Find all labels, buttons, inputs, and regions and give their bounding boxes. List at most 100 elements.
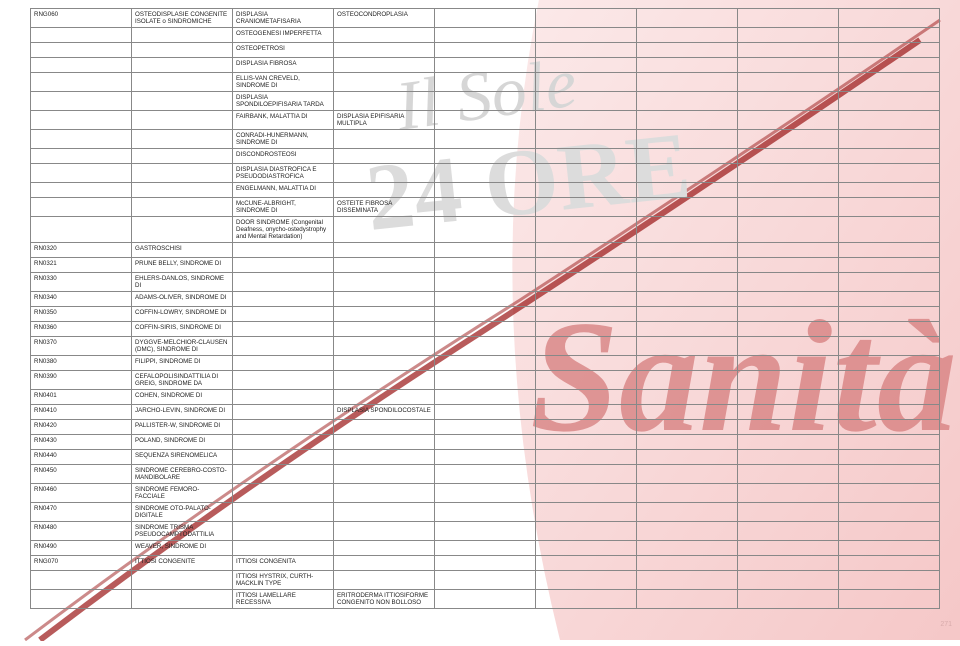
- table-cell: RN0380: [31, 356, 132, 371]
- table-cell: [637, 556, 738, 571]
- table-cell: [839, 484, 940, 503]
- table-cell: [31, 28, 132, 43]
- table-cell: SEQUENZA SIRENOMELICA: [132, 450, 233, 465]
- table-cell: [738, 273, 839, 292]
- table-cell: DISCONDROSTEOSI: [233, 149, 334, 164]
- table-cell: RN0350: [31, 307, 132, 322]
- table-cell: [132, 571, 233, 590]
- table-cell: [233, 356, 334, 371]
- table-cell: [435, 292, 536, 307]
- table-cell: [738, 258, 839, 273]
- table-cell: [839, 217, 940, 243]
- table-cell: [738, 92, 839, 111]
- table-cell: [536, 149, 637, 164]
- table-cell: [334, 217, 435, 243]
- table-cell: [435, 465, 536, 484]
- disease-table: RNG060OSTEODISPLASIE CONGENITE ISOLATE o…: [30, 8, 940, 609]
- table-cell: [637, 541, 738, 556]
- table-cell: RNG060: [31, 9, 132, 28]
- table-cell: CONRADI-HUNERMANN, SINDROME DI: [233, 130, 334, 149]
- table-cell: COHEN, SINDROME DI: [132, 390, 233, 405]
- table-cell: [233, 390, 334, 405]
- table-cell: [536, 571, 637, 590]
- table-cell: [31, 92, 132, 111]
- table-cell: [738, 484, 839, 503]
- table-cell: [132, 92, 233, 111]
- table-cell: [536, 435, 637, 450]
- table-cell: [839, 92, 940, 111]
- table-cell: [132, 183, 233, 198]
- table-cell: SINDROME FEMORO-FACCIALE: [132, 484, 233, 503]
- table-cell: [839, 420, 940, 435]
- table-cell: RN0320: [31, 243, 132, 258]
- table-cell: [738, 590, 839, 609]
- table-cell: [536, 465, 637, 484]
- table-cell: [132, 198, 233, 217]
- table-cell: [132, 28, 233, 43]
- table-cell: [637, 9, 738, 28]
- table-cell: [132, 164, 233, 183]
- table-cell: [536, 130, 637, 149]
- table-row: RN0340ADAMS-OLIVER, SINDROME DI: [31, 292, 940, 307]
- table-cell: RN0420: [31, 420, 132, 435]
- table-row: DOOR SINDROME (Congenital Deafness, onyc…: [31, 217, 940, 243]
- table-cell: [738, 337, 839, 356]
- table-cell: [334, 73, 435, 92]
- table-cell: [738, 28, 839, 43]
- table-cell: [637, 590, 738, 609]
- table-cell: [435, 556, 536, 571]
- table-cell: OSTEOCONDROPLASIA: [334, 9, 435, 28]
- table-cell: [536, 390, 637, 405]
- table-cell: [435, 450, 536, 465]
- table-row: RN0370DYGGVE-MELCHIOR-CLAUSEN (DMC), SIN…: [31, 337, 940, 356]
- table-cell: [839, 356, 940, 371]
- table-cell: [637, 130, 738, 149]
- table-cell: [637, 183, 738, 198]
- table-row: RN0440SEQUENZA SIRENOMELICA: [31, 450, 940, 465]
- table-cell: [536, 258, 637, 273]
- table-cell: [738, 111, 839, 130]
- table-cell: ITTIOSI CONGENITE: [132, 556, 233, 571]
- table-row: RN0390CEFALOPOLISINDATTILIA DI GREIG, SI…: [31, 371, 940, 390]
- table-cell: [233, 243, 334, 258]
- table-cell: [31, 111, 132, 130]
- table-cell: [31, 571, 132, 590]
- table-cell: [536, 405, 637, 420]
- table-cell: [233, 465, 334, 484]
- table-cell: COFFIN-LOWRY, SINDROME DI: [132, 307, 233, 322]
- table-cell: [233, 273, 334, 292]
- table-cell: RN0370: [31, 337, 132, 356]
- table-cell: [435, 198, 536, 217]
- table-cell: SINDROME CEREBRO-COSTO-MANDIBOLARE: [132, 465, 233, 484]
- table-cell: [31, 58, 132, 73]
- table-cell: [435, 484, 536, 503]
- table-cell: [839, 130, 940, 149]
- table-cell: RNG070: [31, 556, 132, 571]
- table-cell: [738, 130, 839, 149]
- table-cell: [536, 503, 637, 522]
- table-cell: [334, 465, 435, 484]
- table-cell: [435, 258, 536, 273]
- table-cell: [839, 183, 940, 198]
- table-cell: [435, 243, 536, 258]
- table-cell: ENGELMANN, MALATTIA DI: [233, 183, 334, 198]
- table-cell: [536, 183, 637, 198]
- table-cell: [435, 130, 536, 149]
- table-cell: [637, 371, 738, 390]
- table-cell: [839, 292, 940, 307]
- table-cell: [334, 149, 435, 164]
- table-cell: [536, 322, 637, 337]
- table-row: RN0460SINDROME FEMORO-FACCIALE: [31, 484, 940, 503]
- table-cell: [536, 92, 637, 111]
- table-cell: [839, 43, 940, 58]
- table-row: RN0380FILIPPI, SINDROME DI: [31, 356, 940, 371]
- table-cell: [334, 92, 435, 111]
- table-cell: [738, 356, 839, 371]
- table-cell: [233, 371, 334, 390]
- table-cell: [738, 217, 839, 243]
- table-cell: [334, 390, 435, 405]
- table-cell: [233, 420, 334, 435]
- table-cell: [839, 435, 940, 450]
- table-cell: [435, 149, 536, 164]
- table-cell: [132, 217, 233, 243]
